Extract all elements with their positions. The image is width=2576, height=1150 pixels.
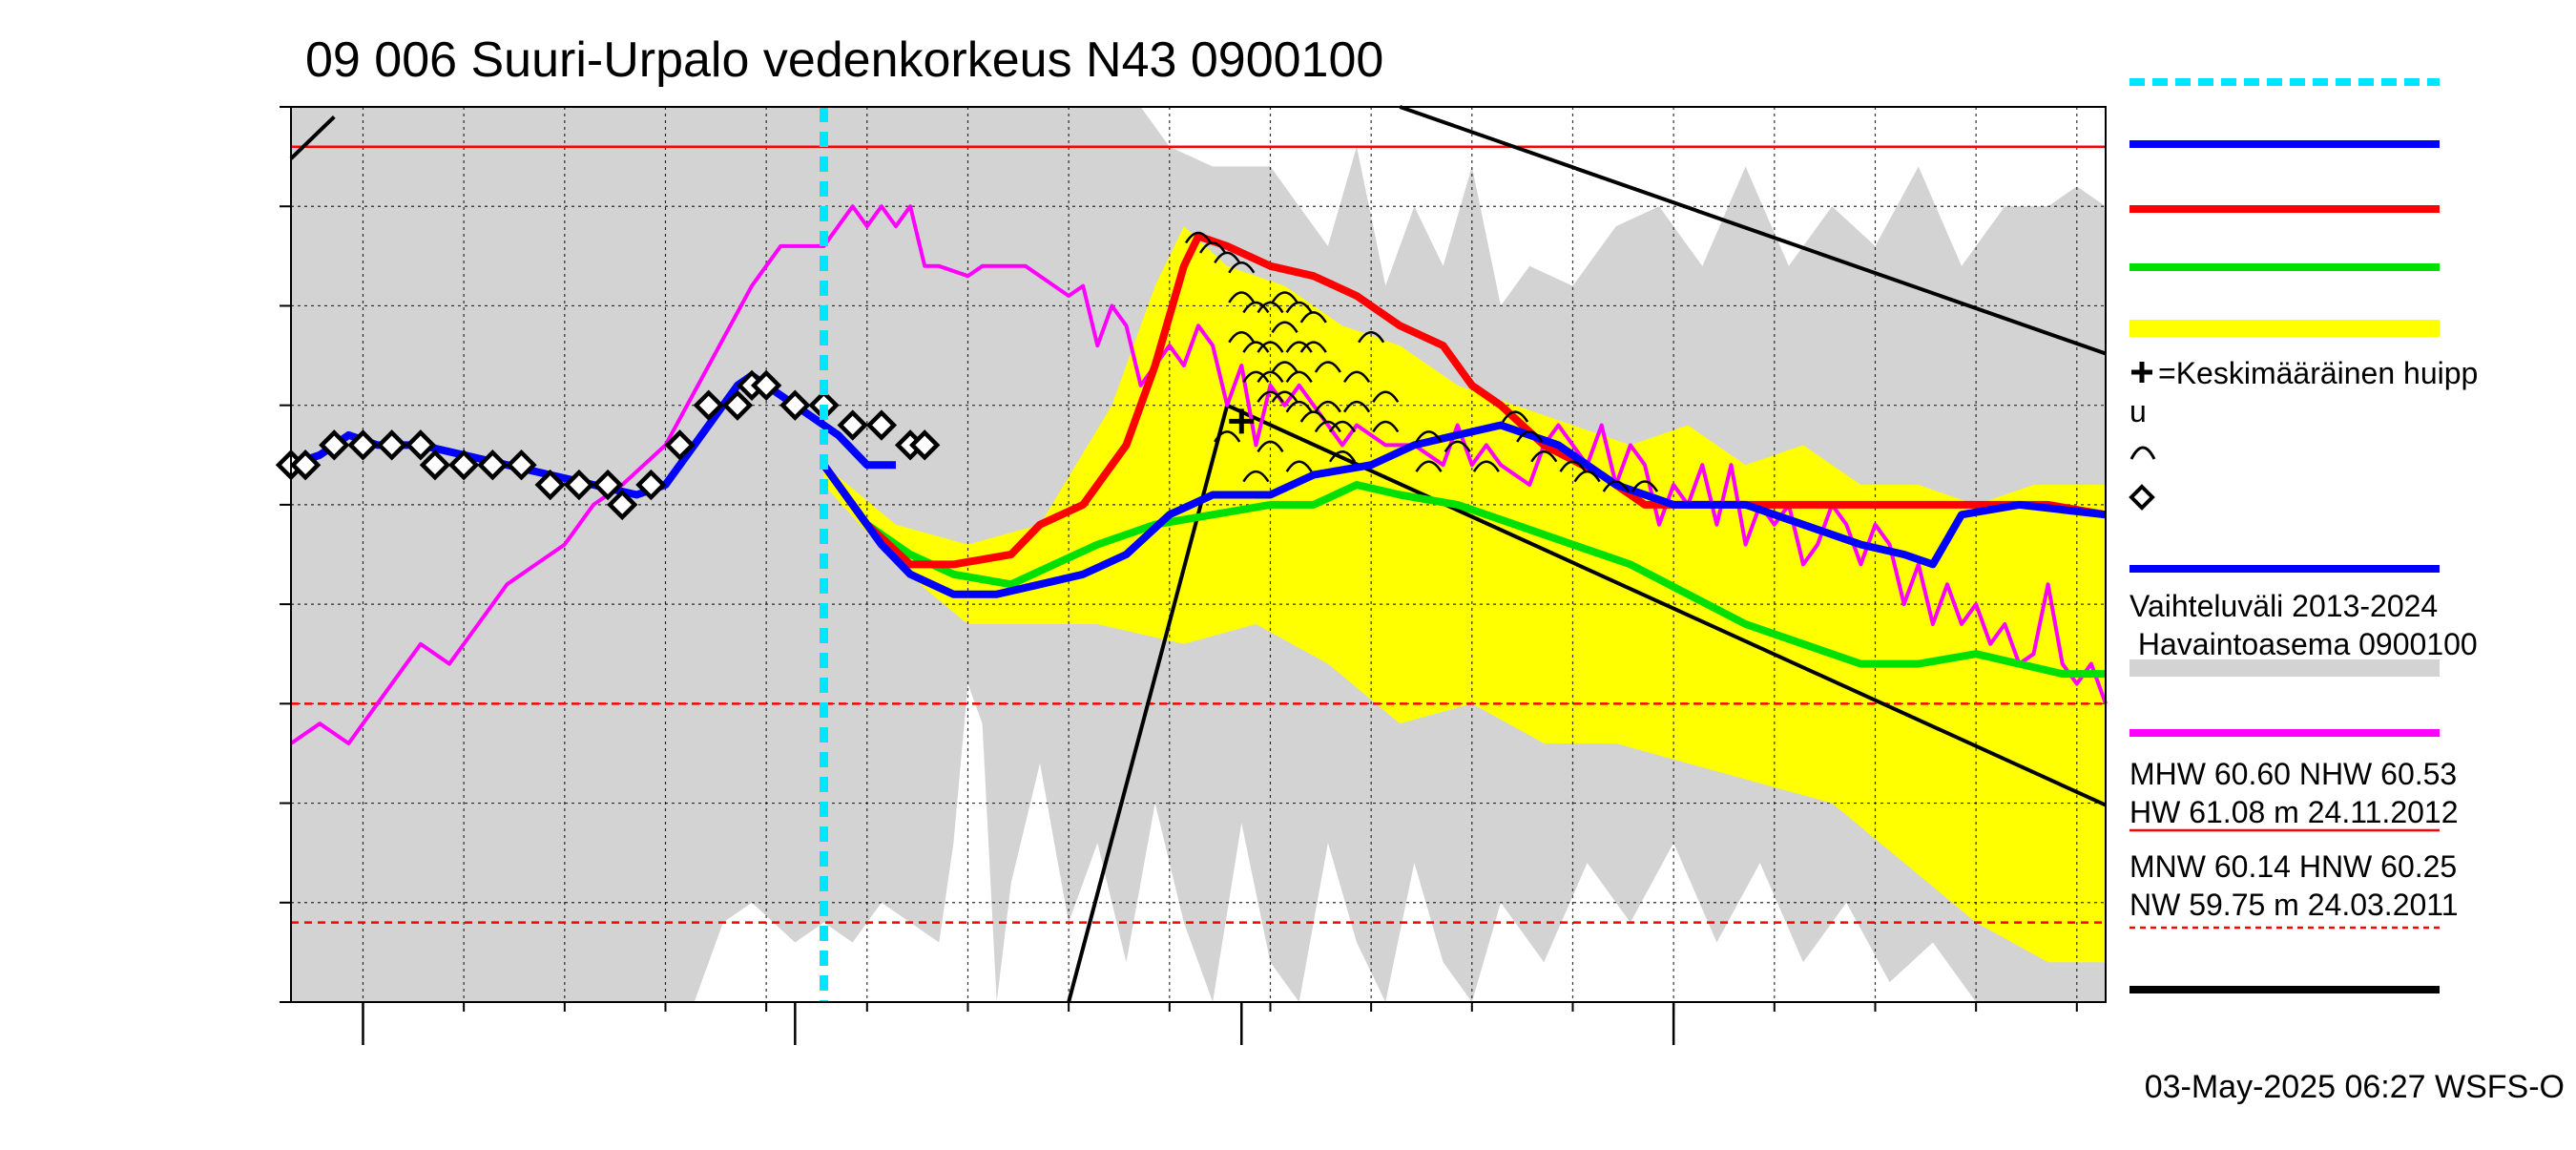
individual-peak-marker	[1342, 400, 1371, 413]
individual-peak-marker	[1472, 460, 1500, 472]
legend-label-mean-peak: =Keskimääräinen huipp u	[2129, 356, 2478, 429]
timestamp-footer: 03-May-2025 06:27 WSFS-O	[2145, 1069, 2565, 1105]
individual-peak-marker	[1242, 341, 1270, 353]
individual-peak-marker	[1285, 400, 1313, 413]
forecast-range-band	[823, 226, 2106, 963]
individual-peak-marker	[1271, 390, 1298, 403]
mean-peak-forecast-line	[821, 421, 2107, 598]
individual-peak-marker	[1242, 470, 1270, 483]
individual-peak-marker	[1271, 321, 1298, 333]
individual-peak-marker	[1314, 420, 1341, 433]
observed-point	[534, 469, 566, 501]
observed-point	[506, 450, 537, 481]
individual-peak-marker	[1573, 470, 1601, 483]
legend-swatch-forecast-range	[2129, 320, 2440, 337]
individual-peak-marker	[1314, 400, 1341, 413]
observed-point	[376, 429, 407, 461]
individual-peak-marker	[1257, 440, 1284, 453]
observed-point	[319, 429, 350, 461]
individual-peaks	[1184, 231, 1659, 492]
observed-point	[837, 409, 868, 441]
observed-point	[405, 429, 437, 461]
observed-point	[563, 469, 595, 501]
observed-point	[635, 469, 667, 501]
individual-peak-marker	[1328, 450, 1357, 463]
individual-peak-marker	[1184, 231, 1213, 244]
observed-point	[477, 450, 509, 481]
individual-peak-marker	[1631, 480, 1659, 492]
individual-peak-marker	[1228, 330, 1256, 344]
observed-point	[750, 369, 782, 402]
observed-point	[607, 489, 638, 521]
individual-peak-marker	[1228, 261, 1256, 274]
individual-peak-marker	[1242, 370, 1270, 384]
individual-peak-marker	[1285, 370, 1313, 384]
legend-label-stats-low: MNW 60.14 HNW 60.25 NW 59.75 m 24.03.2011	[2129, 849, 2459, 922]
observation-median-line	[289, 204, 2108, 745]
individual-peak-marker	[1271, 291, 1298, 303]
observed-point	[347, 429, 379, 461]
min-peak-forecast-line	[821, 462, 2106, 679]
individual-peak-marker	[1257, 341, 1284, 353]
observed-point	[779, 389, 811, 421]
individual-peak-marker	[1444, 440, 1471, 453]
individual-peak-marker	[1314, 361, 1341, 373]
legend-swatch-individual-peak	[2129, 446, 2156, 460]
individual-peak-marker	[1242, 301, 1270, 314]
individual-peak-marker	[1372, 390, 1400, 403]
observed-point	[419, 450, 451, 481]
individual-peak-marker	[1415, 430, 1443, 443]
individual-peak-marker	[1257, 370, 1284, 384]
individual-peak-marker	[1502, 410, 1529, 423]
individual-peak-marker	[1516, 430, 1544, 443]
observed-point	[909, 429, 941, 461]
regulation-limit-line-3	[1399, 105, 2107, 356]
individual-peak-marker	[1358, 330, 1385, 344]
legend-label-stats-high: MHW 60.60 NHW 60.53 HW 61.08 m 24.11.2012	[2129, 757, 2459, 829]
individual-peak-marker	[1299, 311, 1327, 324]
plot-frame	[290, 106, 2107, 1003]
individual-peak-marker	[1285, 460, 1313, 472]
individual-peak-marker	[1299, 341, 1327, 353]
regulation-limit-line-1	[289, 115, 336, 160]
observed-point	[664, 429, 696, 461]
observed-point	[447, 450, 480, 481]
individual-peak-marker	[1342, 370, 1371, 384]
individual-peak-marker	[1415, 460, 1443, 472]
individual-peak-marker	[1228, 291, 1256, 303]
individual-peak-marker	[1328, 420, 1357, 433]
mean-peak-marker	[1229, 408, 1255, 434]
legend-swatch-observed	[2129, 484, 2155, 511]
chart-title: 09 006 Suuri-Urpalo vedenkorkeus N43 090…	[305, 32, 1383, 88]
individual-peak-marker	[1285, 301, 1313, 314]
observed-point	[289, 450, 322, 481]
legend-swatch-history-range	[2129, 659, 2440, 677]
observed-point	[693, 389, 724, 421]
individual-peak-marker	[1372, 420, 1400, 433]
individual-peak-marker	[1530, 450, 1558, 463]
individual-peak-marker	[1559, 460, 1587, 472]
individual-peak-marker	[1285, 341, 1313, 353]
individual-peak-marker	[1257, 390, 1284, 403]
individual-peak-marker	[1214, 251, 1241, 264]
max-peak-forecast-line	[821, 232, 2107, 569]
individual-peak-marker	[1299, 410, 1327, 423]
observed-point	[721, 389, 754, 421]
individual-peak-marker	[1257, 301, 1284, 314]
individual-peak-marker	[1199, 241, 1227, 254]
observed-point	[592, 469, 624, 501]
legend-swatch-mean-peak	[2131, 362, 2152, 383]
individual-peak-marker	[1271, 361, 1298, 373]
observed-point	[865, 409, 898, 441]
individual-peak-marker	[1602, 480, 1630, 492]
individual-peak-marker	[1214, 430, 1241, 443]
legend-label-history-range: Vaihteluväli 2013-2024 Havaintoasema 090…	[2129, 589, 2478, 661]
